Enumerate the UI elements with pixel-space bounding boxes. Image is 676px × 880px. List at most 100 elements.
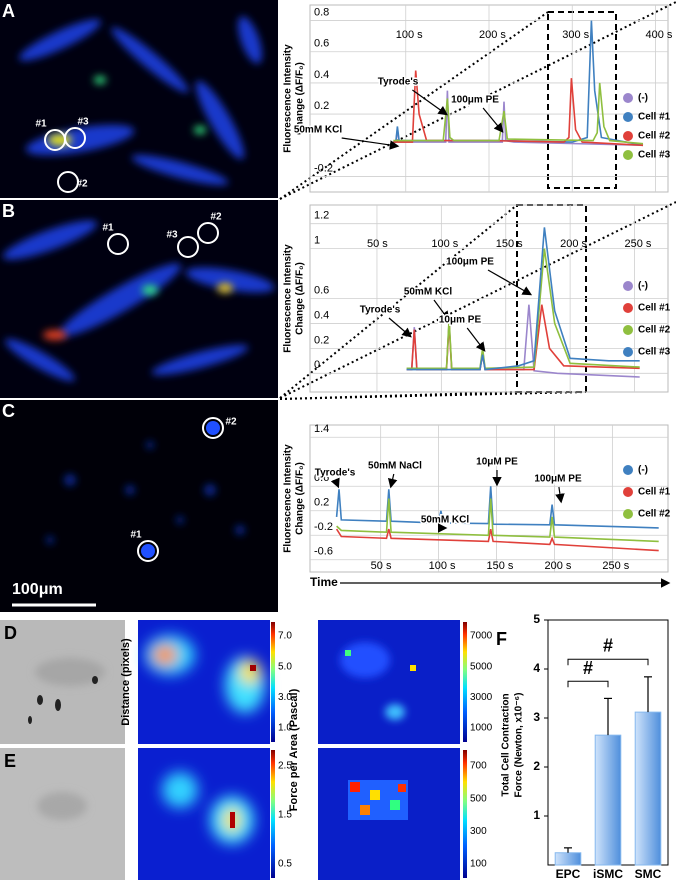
annotation: 50mM KCl — [421, 515, 470, 526]
legend-label: Cell #2 — [638, 509, 671, 520]
annotation: 10μm PE — [439, 315, 482, 326]
annotation-arrow — [330, 477, 340, 489]
bar — [554, 852, 582, 866]
significance-bracket — [567, 680, 609, 688]
colorbar-label: 500 — [470, 793, 487, 804]
colorbar-label: 1000 — [470, 723, 493, 734]
legend-swatch — [623, 509, 633, 519]
force-label: Force per Area (Pascal) — [288, 688, 300, 811]
annotation: 100μM PE — [534, 474, 582, 485]
time-label: Time — [310, 575, 338, 589]
y-axis-label: Change (ΔF/F₀) — [295, 62, 306, 135]
colorbar-label: 700 — [470, 761, 487, 772]
series-line — [393, 90, 644, 147]
legend-label: Cell #1 — [638, 487, 671, 498]
legend-label: (-) — [638, 281, 648, 292]
y-tick-label: 0.2 — [314, 334, 329, 346]
legend-label: Cell #1 — [638, 112, 671, 123]
heatmap-d-distance — [138, 620, 270, 744]
annotation-arrow — [466, 327, 486, 352]
annotation: 100μm PE — [451, 95, 499, 106]
y-tick-label: -0.2 — [314, 162, 333, 174]
annotation: 50mM KCl — [294, 125, 343, 136]
y-tick-label: 0 — [314, 359, 320, 371]
annotation: Tyrode's — [315, 468, 356, 479]
legend-label: Cell #3 — [638, 150, 671, 161]
x-tick-label: 200 s — [560, 238, 587, 250]
scale-bar-label: 100μm — [12, 581, 63, 598]
heatmap-d-force — [318, 620, 460, 744]
panel-label: A — [2, 1, 15, 21]
cell-label: #3 — [166, 230, 178, 241]
cell-marker — [107, 233, 129, 255]
y-axis-label: Change (ΔF/F₀) — [295, 462, 306, 535]
annotation: 10μM PE — [476, 457, 518, 468]
legend-label: Cell #1 — [638, 303, 671, 314]
y-tick-label: 0.4 — [314, 309, 329, 321]
panel-label: D — [4, 623, 17, 643]
y-tick-label: 4 — [533, 661, 540, 675]
y-tick-label: 0.6 — [314, 472, 329, 484]
annotation: 100μM PE — [534, 474, 582, 485]
y-axis-label: Fluorescence Intensity — [283, 444, 294, 553]
legend-swatch — [623, 93, 633, 103]
y-axis-label: Total Cell Contraction — [501, 693, 512, 796]
annotation: 100μm PE — [451, 95, 499, 106]
annotation: 10μm PE — [439, 315, 482, 326]
series-line — [335, 528, 659, 552]
micrograph-b — [0, 200, 278, 398]
y-tick-label: 1.4 — [314, 423, 329, 435]
x-tick-label: 50 s — [371, 560, 392, 572]
y-tick-label: 1.2 — [314, 210, 329, 222]
legend-swatch — [623, 325, 633, 335]
legend-swatch — [623, 281, 633, 291]
y-tick-label: 2 — [533, 759, 540, 773]
y-tick-label: 0.6 — [314, 284, 329, 296]
colorbar-label: 1.5 — [278, 810, 292, 821]
x-tick-label: 300 s — [562, 29, 589, 41]
micrograph-e — [0, 748, 125, 880]
y-tick-label: -0.6 — [314, 546, 333, 558]
legend-label: (-) — [638, 93, 648, 104]
significance-bracket — [567, 658, 649, 666]
cell-marker — [64, 127, 86, 149]
cell-marker — [202, 417, 224, 439]
panel-label: B — [2, 201, 15, 221]
cell-marker — [57, 171, 79, 193]
annotation: 50mM NaCl — [368, 461, 422, 472]
legend-label: (-) — [638, 465, 648, 476]
x-tick-label: 400 s — [646, 29, 673, 41]
legend-swatch — [623, 303, 633, 313]
x-tick-label: 200 s — [544, 560, 571, 572]
x-tick-label: 100 s — [431, 238, 458, 250]
legend-swatch — [623, 112, 633, 122]
annotation-arrow — [482, 107, 504, 133]
y-tick-label: 1 — [533, 808, 540, 822]
x-tick-label: 50 s — [367, 238, 388, 250]
y-axis-label: Fluorescence Intensity — [283, 44, 294, 153]
colorbar-label: 7.0 — [278, 631, 292, 642]
colorbar-label: 3000 — [470, 692, 493, 703]
legend-label: Cell #2 — [638, 325, 671, 336]
cell-marker — [197, 222, 219, 244]
legend-label: Cell #3 — [638, 347, 671, 358]
x-tick-label: 250 s — [625, 238, 652, 250]
legend-swatch — [623, 131, 633, 141]
plot-frame — [309, 424, 669, 573]
annotation: 50mM NaCl — [368, 461, 422, 472]
annotation: 50mM KCl — [294, 125, 343, 136]
annotation: Tyrode's — [315, 468, 356, 479]
series-line — [393, 82, 644, 145]
heatmap-e-force — [318, 748, 460, 880]
legend-label: Cell #2 — [638, 131, 671, 142]
significance-mark: # — [583, 658, 593, 678]
x-tick-label: 250 s — [602, 560, 629, 572]
micrograph-a — [0, 0, 278, 198]
connectors — [279, 1, 676, 400]
series-line — [406, 227, 640, 371]
x-tick-label: SMC — [635, 867, 662, 880]
series-line — [335, 486, 659, 529]
x-tick-label: 200 s — [479, 29, 506, 41]
y-tick-label: 0.4 — [314, 69, 329, 81]
panel-label: E — [4, 751, 16, 771]
